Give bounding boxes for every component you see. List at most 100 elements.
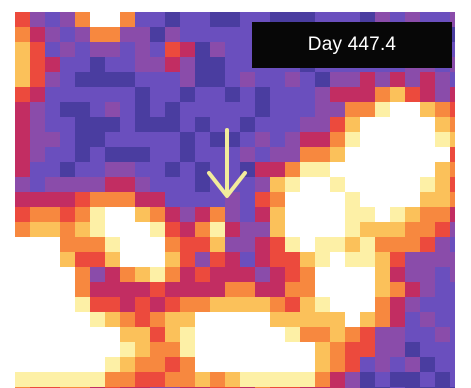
heatmap-cell	[285, 372, 301, 388]
heatmap-cell	[150, 42, 166, 58]
heatmap-cell	[150, 282, 166, 298]
heatmap-cell	[120, 252, 136, 268]
heatmap-cell	[105, 357, 121, 373]
heatmap-cell	[90, 42, 106, 58]
heatmap-cell	[270, 342, 286, 358]
heatmap-cell	[360, 297, 376, 313]
heatmap-cell	[225, 207, 241, 223]
heatmap-cell	[255, 267, 271, 283]
heatmap-cell	[375, 357, 391, 373]
heatmap-cell	[240, 357, 256, 373]
heatmap-cell	[75, 327, 91, 343]
heatmap-cell	[30, 282, 46, 298]
heatmap-cell	[390, 207, 406, 223]
heatmap-cell	[420, 312, 436, 328]
heatmap-cell	[165, 342, 181, 358]
heatmap-cell	[120, 297, 136, 313]
heatmap-cell	[120, 72, 136, 88]
heatmap-cell	[210, 327, 226, 343]
heatmap-cell	[330, 222, 346, 238]
heatmap-cell	[435, 117, 451, 133]
heatmap-cell	[285, 132, 301, 148]
heatmap-cell	[225, 342, 241, 358]
heatmap-cell	[15, 372, 31, 388]
heatmap-cell	[375, 297, 391, 313]
heatmap-cell	[180, 372, 196, 388]
heatmap-cell	[75, 147, 91, 163]
heatmap-cell	[30, 207, 46, 223]
heatmap-cell	[195, 237, 211, 253]
heatmap-cell	[15, 177, 31, 193]
heatmap-cell	[150, 327, 166, 343]
heatmap-cell	[345, 87, 361, 103]
heatmap-cell	[225, 27, 241, 43]
heatmap-cell	[195, 87, 211, 103]
heatmap-cell	[330, 267, 346, 283]
heatmap-cell	[45, 162, 61, 178]
heatmap-cell	[420, 177, 436, 193]
heatmap-cell	[435, 372, 451, 388]
heatmap-cell	[150, 72, 166, 88]
heatmap-cell	[120, 267, 136, 283]
heatmap-cell	[195, 207, 211, 223]
heatmap-cell	[15, 282, 31, 298]
heatmap-cell	[315, 102, 331, 118]
heatmap-cell	[120, 162, 136, 178]
heatmap-cell	[405, 297, 421, 313]
heatmap-cell	[45, 27, 61, 43]
heatmap-cell	[135, 297, 151, 313]
heatmap-cell	[45, 312, 61, 328]
heatmap-cell	[285, 237, 301, 253]
heatmap-cell	[90, 252, 106, 268]
heatmap-cell	[300, 72, 316, 88]
heatmap-cell	[405, 147, 421, 163]
heatmap-cell	[330, 282, 346, 298]
heatmap-cell	[150, 237, 166, 253]
heatmap-cell	[210, 57, 226, 73]
down-arrow-icon	[207, 128, 247, 198]
heatmap-cell	[120, 192, 136, 208]
heatmap-cell	[105, 72, 121, 88]
heatmap-cell	[240, 312, 256, 328]
heatmap-cell	[45, 237, 61, 253]
heatmap-cell	[60, 192, 76, 208]
heatmap-cell	[15, 42, 31, 58]
heatmap-cell	[420, 192, 436, 208]
heatmap-cell	[60, 177, 76, 193]
heatmap-cell	[165, 312, 181, 328]
heatmap-cell	[435, 342, 451, 358]
heatmap-cell	[405, 342, 421, 358]
heatmap-cell	[435, 252, 451, 268]
heatmap-cell	[450, 27, 455, 43]
heatmap-cell	[60, 117, 76, 133]
heatmap-cell	[435, 102, 451, 118]
heatmap-cell	[390, 147, 406, 163]
heatmap-cell	[180, 312, 196, 328]
heatmap-cell	[165, 357, 181, 373]
heatmap-cell	[120, 282, 136, 298]
heatmap-cell	[90, 27, 106, 43]
heatmap-cell	[135, 102, 151, 118]
heatmap-cell	[270, 102, 286, 118]
heatmap-cell	[75, 117, 91, 133]
heatmap-cell	[405, 357, 421, 373]
heatmap-cell	[315, 372, 331, 388]
heatmap-cell	[285, 282, 301, 298]
heatmap-cell	[180, 162, 196, 178]
heatmap-cell	[300, 177, 316, 193]
heatmap-cell	[450, 222, 455, 238]
heatmap-cell	[315, 147, 331, 163]
heatmap-cell	[390, 132, 406, 148]
heatmap-cell	[345, 237, 361, 253]
heatmap-cell	[240, 102, 256, 118]
heatmap-cell	[360, 267, 376, 283]
heatmap-cell	[195, 267, 211, 283]
heatmap-cell	[225, 72, 241, 88]
heatmap-cell	[315, 327, 331, 343]
heatmap-cell	[315, 252, 331, 268]
heatmap-cell	[330, 327, 346, 343]
heatmap-cell	[30, 117, 46, 133]
heatmap-cell	[135, 222, 151, 238]
heatmap-cell	[120, 42, 136, 58]
heatmap-cell	[105, 42, 121, 58]
